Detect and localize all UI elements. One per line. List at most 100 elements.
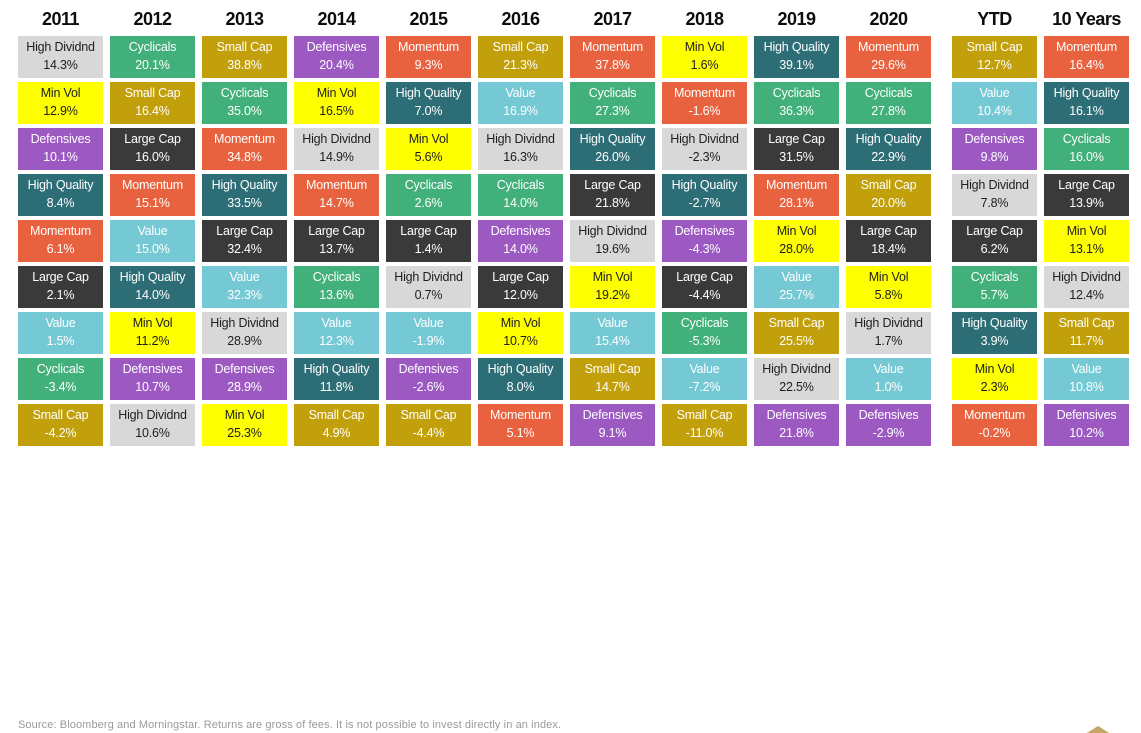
return-cell-2019-cyclicals: Cyclicals 36.3% <box>754 82 839 124</box>
cell-factor-label: Defensives <box>964 132 1025 147</box>
return-cell-2012-momentum: Momentum 15.1% <box>110 174 195 216</box>
return-cell-2013-momentum: Momentum 34.8% <box>202 128 287 170</box>
cell-factor-label: Small Cap <box>768 316 825 331</box>
cell-return-value: 38.8% <box>227 58 262 72</box>
return-cell-2015-value: Value -1.9% <box>386 312 471 354</box>
cell-factor-label: High Quality <box>671 178 738 193</box>
cell-return-value: 10.7% <box>135 380 170 394</box>
cell-factor-label: Large Cap <box>124 132 181 147</box>
cell-factor-label: Min Vol <box>1066 224 1107 239</box>
cell-factor-label: Value <box>979 86 1010 101</box>
cell-return-value: 13.7% <box>319 242 354 256</box>
cell-factor-label: Large Cap <box>584 178 641 193</box>
return-cell-2018-defensives: Defensives -4.3% <box>662 220 747 262</box>
cell-return-value: 5.8% <box>874 288 903 302</box>
cell-return-value: -2.3% <box>688 150 721 164</box>
period-column-2019: 2019 High Quality 39.1% Cyclicals 36.3% Large… <box>754 4 839 450</box>
cell-factor-label: Value <box>689 362 720 377</box>
cell-return-value: 25.7% <box>779 288 814 302</box>
return-cell-2011-min-vol: Min Vol 12.9% <box>18 82 103 124</box>
cell-factor-label: Defensives <box>306 40 367 55</box>
period-column-2018: 2018 Min Vol 1.6% Momentum -1.6% High Dividnd… <box>662 4 747 450</box>
cell-return-value: 10.6% <box>135 426 170 440</box>
cell-return-value: -1.6% <box>688 104 721 118</box>
return-cell-2017-value: Value 15.4% <box>570 312 655 354</box>
cell-factor-label: Value <box>137 224 168 239</box>
return-cell-2011-small-cap: Small Cap -4.2% <box>18 404 103 446</box>
cell-factor-label: High Dividnd <box>854 316 923 331</box>
return-cell-2015-momentum: Momentum 9.3% <box>386 36 471 78</box>
cell-return-value: 29.6% <box>871 58 906 72</box>
cell-factor-label: Min Vol <box>500 316 541 331</box>
return-cell-2012-large-cap: Large Cap 16.0% <box>110 128 195 170</box>
return-cell-2020-defensives: Defensives -2.9% <box>846 404 931 446</box>
period-column-2011: 2011 High Dividnd 14.3% Min Vol 12.9% Defensi… <box>18 4 103 450</box>
return-cell-2014-cyclicals: Cyclicals 13.6% <box>294 266 379 308</box>
cell-factor-label: Defensives <box>122 362 183 377</box>
cell-factor-label: Defensives <box>398 362 459 377</box>
return-cell-2018-cyclicals: Cyclicals -5.3% <box>662 312 747 354</box>
column-header-2020: 2020 <box>869 8 908 29</box>
return-cell-2019-large-cap: Large Cap 31.5% <box>754 128 839 170</box>
cell-factor-label: Min Vol <box>592 270 633 285</box>
cell-factor-label: Large Cap <box>676 270 733 285</box>
cell-return-value: 13.9% <box>1069 196 1104 210</box>
cell-factor-label: High Dividnd <box>302 132 371 147</box>
return-cell-2011-momentum: Momentum 6.1% <box>18 220 103 262</box>
cell-factor-label: High Quality <box>211 178 278 193</box>
cell-return-value: 28.1% <box>779 196 814 210</box>
cell-factor-label: Cyclicals <box>588 86 637 101</box>
column-header-10-years: 10 Years <box>1052 8 1121 29</box>
return-cell-2016-defensives: Defensives 14.0% <box>478 220 563 262</box>
cell-return-value: 31.5% <box>779 150 814 164</box>
cell-return-value: 9.1% <box>598 426 627 440</box>
return-cell-2017-high-dividnd: High Dividnd 19.6% <box>570 220 655 262</box>
return-cell-2016-value: Value 16.9% <box>478 82 563 124</box>
column-header-2019: 2019 <box>777 8 816 29</box>
return-cell-ytd-defensives: Defensives 9.8% <box>952 128 1037 170</box>
cell-return-value: 25.3% <box>227 426 262 440</box>
period-column-2013: 2013 Small Cap 38.8% Cyclicals 35.0% Momentum… <box>202 4 287 450</box>
cell-return-value: 11.2% <box>135 334 170 348</box>
return-cell-2013-high-dividnd: High Dividnd 28.9% <box>202 312 287 354</box>
return-cell-2014-defensives: Defensives 20.4% <box>294 36 379 78</box>
return-cell-2014-large-cap: Large Cap 13.7% <box>294 220 379 262</box>
cell-factor-label: Cyclicals <box>680 316 729 331</box>
period-column-2017: 2017 Momentum 37.8% Cyclicals 27.3% High Qual… <box>570 4 655 450</box>
return-cell-2018-large-cap: Large Cap -4.4% <box>662 266 747 308</box>
return-cell-2013-high-quality: High Quality 33.5% <box>202 174 287 216</box>
cell-factor-label: Cyclicals <box>772 86 821 101</box>
return-cell-2020-value: Value 1.0% <box>846 358 931 400</box>
cell-return-value: -5.3% <box>688 334 721 348</box>
return-cell-2012-small-cap: Small Cap 16.4% <box>110 82 195 124</box>
cell-return-value: 14.0% <box>503 196 538 210</box>
return-cell-2020-high-quality: High Quality 22.9% <box>846 128 931 170</box>
cell-return-value: 28.9% <box>227 380 262 394</box>
return-cell-10-years-cyclicals: Cyclicals 16.0% <box>1044 128 1129 170</box>
cell-factor-label: Cyclicals <box>220 86 269 101</box>
cell-factor-label: Momentum <box>964 408 1025 423</box>
cell-return-value: 15.0% <box>135 242 170 256</box>
return-cell-ytd-momentum: Momentum -0.2% <box>952 404 1037 446</box>
cell-return-value: 12.9% <box>43 104 78 118</box>
cell-factor-label: Cyclicals <box>312 270 361 285</box>
cell-factor-label: Large Cap <box>216 224 273 239</box>
cell-factor-label: Min Vol <box>868 270 909 285</box>
cell-return-value: 6.2% <box>980 242 1009 256</box>
cell-factor-label: Small Cap <box>860 178 917 193</box>
return-cell-10-years-large-cap: Large Cap 13.9% <box>1044 174 1129 216</box>
cell-return-value: 33.5% <box>227 196 262 210</box>
cell-return-value: -11.0% <box>685 426 724 440</box>
return-cell-2012-defensives: Defensives 10.7% <box>110 358 195 400</box>
cell-return-value: 35.0% <box>227 104 262 118</box>
cell-return-value: 14.0% <box>503 242 538 256</box>
return-cell-2012-min-vol: Min Vol 11.2% <box>110 312 195 354</box>
cell-factor-label: Defensives <box>766 408 827 423</box>
return-cell-2014-high-quality: High Quality 11.8% <box>294 358 379 400</box>
cell-return-value: 21.3% <box>503 58 538 72</box>
return-cell-2020-small-cap: Small Cap 20.0% <box>846 174 931 216</box>
return-cell-10-years-high-dividnd: High Dividnd 12.4% <box>1044 266 1129 308</box>
return-cell-2016-cyclicals: Cyclicals 14.0% <box>478 174 563 216</box>
cell-factor-label: High Quality <box>395 86 462 101</box>
